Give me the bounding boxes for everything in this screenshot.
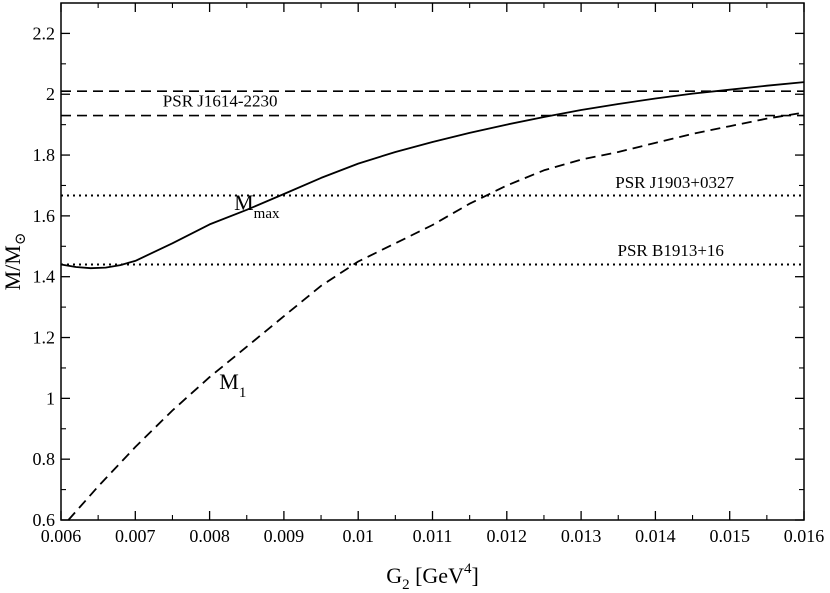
x-axis-title-main: G [386,563,402,588]
x-axis-title: G2 [GeV4] [386,561,479,593]
curve-label-m-1: M1 [219,369,246,401]
y-axis-title-main: M/M [0,245,25,290]
x-tick-label: 0.007 [115,526,156,546]
x-tick-label: 0.011 [413,526,453,546]
y-tick-label: 2 [46,84,55,104]
pulsar-label-2: PSR J1903+0327 [615,173,734,192]
x-tick-label: 0.008 [189,526,230,546]
axis-ticks [60,3,805,521]
y-tick-label: 1.2 [33,328,56,348]
x-tick-label: 0.015 [709,526,750,546]
tick-labels: 0.006 0.007 0.008 0.009 0.01 0.011 0.012 0.013 0… [33,23,825,546]
curve-label-m-max: Mmax [234,190,280,222]
y-tick-label: 1.4 [33,267,56,287]
series-line-m-1 [67,111,805,521]
y-tick-label: 1.6 [33,206,56,226]
y-tick-label: 1 [46,388,55,408]
y-tick-label: 0.8 [33,449,56,469]
x-axis-title-sup: 4 [464,561,472,577]
y-tick-label: 0.6 [33,510,56,530]
y-axis-title: M/M⊙ [0,233,29,291]
x-tick-label: 0.012 [487,526,528,546]
series-line-m-max [60,81,805,270]
x-tick-label: 0.013 [561,526,602,546]
y-tick-label: 1.8 [33,145,56,165]
pulsar-label-1: PSR J1614-2230 [163,91,278,110]
x-tick-label: 0.01 [342,526,374,546]
plot-content [60,81,805,521]
x-axis-title-sub: 2 [402,577,410,593]
pulsar-label-3: PSR B1913+16 [618,241,724,260]
x-axis-title-unit: [GeV [410,563,464,588]
annotations: PSR J1614-2230 PSR J1903+0327 PSR B1913+16… [163,91,735,401]
plot-frame [60,2,805,521]
x-axis-title-close: ] [471,563,478,588]
x-tick-label: 0.014 [635,526,676,546]
x-tick-label: 0.006 [41,526,82,546]
y-tick-label: 2.2 [33,23,56,43]
x-tick-label: 0.009 [264,526,305,546]
y-axis-title-sub: ⊙ [13,233,29,246]
x-tick-label: 0.016 [784,526,825,546]
